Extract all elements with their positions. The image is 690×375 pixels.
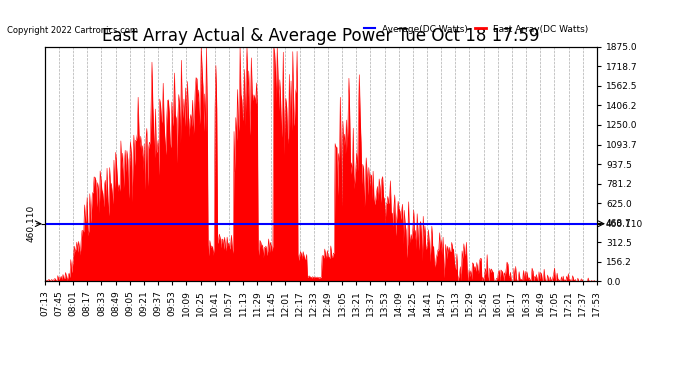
Legend: Average(DC Watts), East Array(DC Watts): Average(DC Watts), East Array(DC Watts) [361,21,592,37]
Title: East Array Actual & Average Power Tue Oct 18 17:59: East Array Actual & Average Power Tue Oc… [102,27,540,45]
Text: Copyright 2022 Cartronics.com: Copyright 2022 Cartronics.com [7,26,138,35]
